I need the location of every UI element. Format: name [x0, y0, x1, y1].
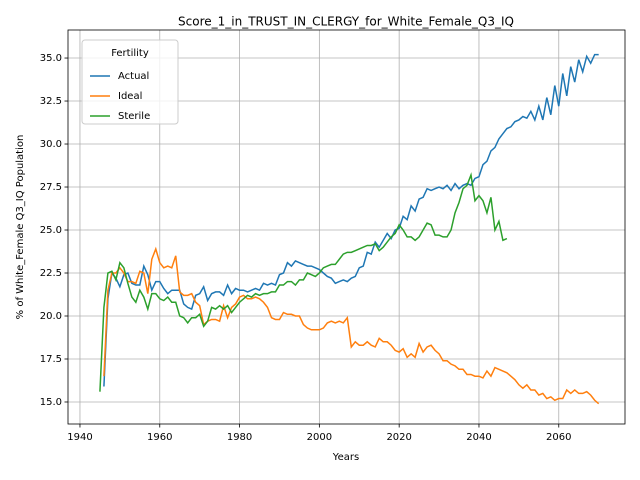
y-tick-label: 32.5 [40, 96, 62, 107]
legend-box [81, 39, 179, 125]
y-axis-label: % of White_Female Q3_IQ Population [15, 135, 26, 320]
y-tick-label: 15.0 [40, 397, 62, 408]
series-line [99, 172, 508, 392]
x-tick-label: 2060 [546, 432, 571, 443]
legend-label: Actual [118, 71, 149, 82]
y-tick-label: 25.0 [40, 225, 62, 236]
legend-title: Fertility [111, 48, 149, 59]
y-tick-label: 30.0 [40, 139, 62, 150]
x-axis-label: Years [332, 452, 359, 463]
series-line [103, 246, 600, 405]
plot-frame [67, 29, 626, 425]
x-tick-label: 2020 [386, 432, 411, 443]
y-tick-label: 35.0 [40, 53, 62, 64]
legend-label: Ideal [118, 91, 142, 102]
x-tick-label: 1960 [147, 432, 172, 443]
x-tick-label: 2040 [466, 432, 491, 443]
chart-title: Score_1_in_TRUST_IN_CLERGY_for_White_Fem… [178, 15, 514, 29]
legend: Fertility Actual Ideal Sterile [81, 39, 179, 125]
x-tick-label: 1980 [227, 432, 252, 443]
series-line [103, 53, 599, 387]
x-tick-label: 1940 [67, 432, 92, 443]
legend-label: Sterile [118, 111, 150, 122]
y-tick-label: 22.5 [40, 268, 62, 279]
x-tick-label: 2000 [307, 432, 332, 443]
y-tick-label: 27.5 [40, 182, 62, 193]
y-tick-label: 20.0 [40, 311, 62, 322]
y-tick-label: 17.5 [40, 354, 62, 365]
